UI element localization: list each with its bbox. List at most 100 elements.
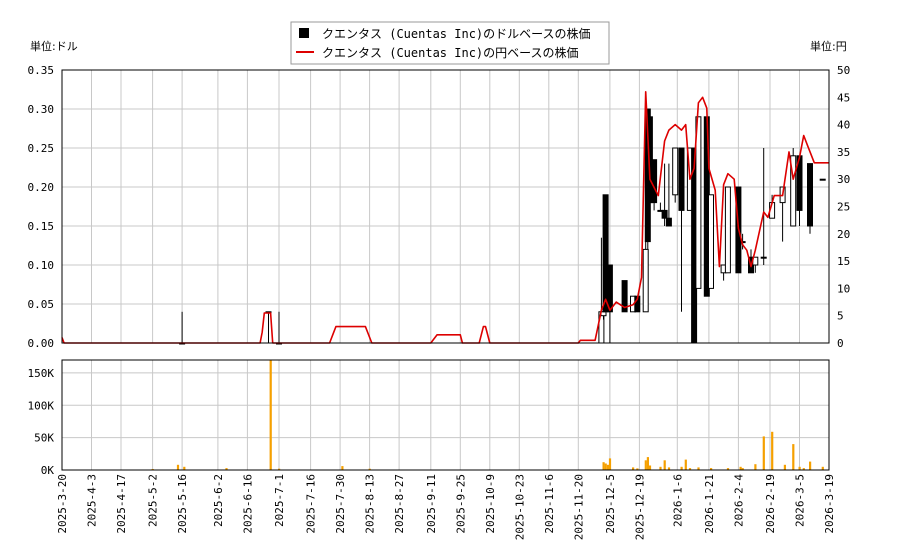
x-tick-label: 2025-7-1	[273, 474, 286, 527]
volume-bar	[697, 467, 700, 470]
y-right-tick-label: 5	[837, 310, 844, 323]
volume-bar	[667, 467, 671, 470]
volume-bar	[726, 468, 730, 470]
x-tick-label: 2026-3-19	[823, 474, 836, 534]
plot-frames	[61, 69, 830, 471]
volume-bar	[632, 467, 635, 470]
y-left-tick-label: 0.10	[28, 259, 55, 272]
candlestick	[672, 147, 679, 203]
candle-body	[621, 280, 628, 313]
volume-bar	[648, 465, 652, 470]
volume-bar	[663, 460, 666, 470]
candle-body	[651, 159, 658, 204]
candlestick	[790, 148, 797, 227]
x-tick-label: 2026-2-4	[732, 474, 745, 527]
volume-bar	[606, 464, 609, 470]
y-right-tick-label: 40	[837, 119, 850, 132]
candle-body	[665, 217, 672, 227]
left-unit-label: 単位:ドル	[30, 39, 78, 53]
volume-bar	[278, 468, 281, 470]
candle-body	[642, 248, 649, 313]
candle-body	[708, 194, 714, 289]
x-tick-label: 2025-4-3	[86, 474, 99, 527]
volume-bar	[183, 466, 186, 470]
x-tick-label: 2025-11-20	[572, 474, 585, 540]
candlestick	[179, 311, 186, 345]
candle-body	[678, 147, 685, 211]
y-right-tick-label: 35	[837, 146, 850, 159]
y-left-tick-label: 0.30	[28, 103, 55, 116]
x-tick-label: 2025-12-5	[604, 474, 617, 534]
y-right-tick-label: 15	[837, 255, 850, 268]
volume-bar	[821, 466, 824, 470]
candlestick	[276, 311, 282, 345]
candlestick	[760, 148, 767, 265]
volume-plot-frame	[61, 359, 830, 471]
legend: クエンタス (Cuentas Inc)のドルベースの株価 クエンタス (Cuen…	[290, 21, 610, 65]
volume-bar	[225, 468, 228, 470]
y-left-tick-label: 0.00	[28, 337, 55, 350]
volume-bar	[368, 468, 371, 470]
volume-tick-label: 100K	[28, 399, 55, 412]
x-tick-label: 2025-10-23	[513, 474, 526, 540]
candlestick	[678, 147, 685, 312]
x-tick-label: 2025-5-2	[147, 474, 160, 527]
y-right-tick-label: 45	[837, 91, 850, 104]
volume-bar	[754, 464, 757, 470]
y-right-tick-label: 20	[837, 228, 850, 241]
volume-bar	[604, 463, 607, 470]
volume-tick-label: 0K	[41, 464, 55, 477]
y-left-tick-label: 0.25	[28, 142, 55, 155]
legend-jpy-label: クエンタス (Cuentas Inc)の円ベースの株価	[322, 45, 579, 60]
volume-bar	[792, 444, 795, 470]
x-tick-label: 2025-8-27	[393, 474, 406, 534]
volume-bar	[741, 468, 744, 470]
volume-bar	[809, 461, 812, 470]
volume-bar	[684, 459, 687, 470]
y-right-tick-label: 30	[837, 173, 850, 186]
x-tick-label: 2025-8-13	[364, 474, 377, 534]
volume-bar	[762, 436, 765, 470]
volume-bar	[783, 464, 786, 470]
tick-labels: 2025-3-20 2025-4-3 2025-4-17 2025-5-2 2025-5…	[28, 64, 851, 540]
x-tick-label: 2025-5-16	[176, 474, 189, 534]
volume-bar	[602, 462, 605, 470]
volume-bar	[269, 360, 272, 470]
candlestick	[606, 264, 613, 343]
volume-bar	[659, 466, 662, 470]
legend-usd-label: クエンタス (Cuentas Inc)のドルベースの株価	[322, 26, 591, 41]
candle-body	[819, 178, 826, 181]
volume-tick-label: 150K	[28, 367, 55, 380]
x-tick-label: 2026-1-21	[703, 474, 716, 534]
y-left-tick-label: 0.15	[28, 220, 55, 233]
x-tick-label: 2025-9-11	[425, 474, 438, 534]
candlestick	[665, 163, 672, 227]
y-left-tick-label: 0.20	[28, 181, 55, 194]
right-unit-label: 単位:円	[810, 39, 847, 53]
volume-bar	[680, 466, 683, 470]
volume-bar	[646, 457, 649, 470]
x-tick-label: 2025-6-2	[212, 474, 225, 527]
x-tick-label: 2025-9-25	[454, 474, 467, 534]
volume-bar	[710, 468, 713, 470]
x-tick-label: 2025-7-30	[334, 474, 347, 534]
x-tick-label: 2025-7-16	[305, 474, 318, 534]
candle-body	[760, 256, 767, 259]
x-tick-label: 2026-3-5	[794, 474, 807, 527]
yen-price-line	[61, 91, 829, 344]
x-tick-label: 2025-6-16	[241, 474, 254, 534]
volume-bar	[771, 431, 774, 470]
volume-bar	[688, 468, 692, 470]
main-plot-frame	[61, 69, 830, 344]
volume-tick-label: 50K	[34, 432, 54, 445]
candle-body	[606, 264, 613, 313]
candlestick	[661, 163, 668, 226]
candle-body	[602, 194, 609, 313]
x-tick-label: 2025-4-17	[115, 474, 128, 534]
volume-bar	[608, 458, 612, 470]
volume-bar	[798, 466, 801, 470]
y-right-tick-label: 25	[837, 201, 850, 214]
candle-body	[672, 147, 679, 196]
volume-bars	[151, 360, 824, 470]
